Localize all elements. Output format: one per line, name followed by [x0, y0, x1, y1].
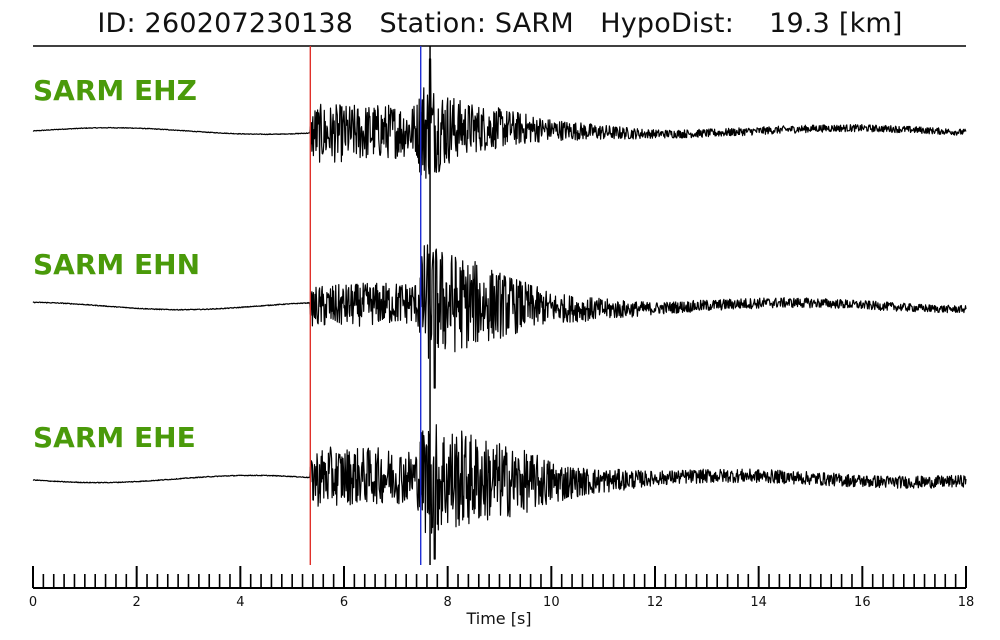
- x-axis-label: Time [s]: [465, 609, 531, 628]
- x-tick-label: 6: [340, 595, 348, 610]
- x-tick-label: 18: [958, 595, 975, 610]
- x-tick-label: 14: [750, 595, 767, 610]
- time-axis: 0 2 4 6 8 10 12 14 16 18: [29, 566, 974, 610]
- x-tick-label: 2: [133, 595, 141, 610]
- trace-sarm-ehn: [32, 244, 967, 389]
- traces-group: [32, 58, 967, 560]
- channel-label: SARM EHE: [33, 421, 196, 454]
- trace-sarm-ehz: [32, 58, 967, 179]
- x-tick-label: 4: [236, 595, 244, 610]
- plot-title: ID: 260207230138 Station: SARM HypoDist:…: [97, 8, 903, 39]
- picks-group: [309, 46, 431, 565]
- channel-label: SARM EHN: [33, 248, 200, 281]
- x-tick-label: 12: [647, 595, 664, 610]
- channel-labels-group: SARM EHZ SARM EHN SARM EHE: [33, 74, 200, 454]
- x-tick-label: 16: [854, 595, 871, 610]
- x-tick-label: 8: [444, 595, 452, 610]
- x-tick-label: 0: [29, 595, 37, 610]
- channel-label: SARM EHZ: [33, 74, 197, 107]
- trace-sarm-ehe: [32, 424, 967, 560]
- x-tick-label: 10: [543, 595, 560, 610]
